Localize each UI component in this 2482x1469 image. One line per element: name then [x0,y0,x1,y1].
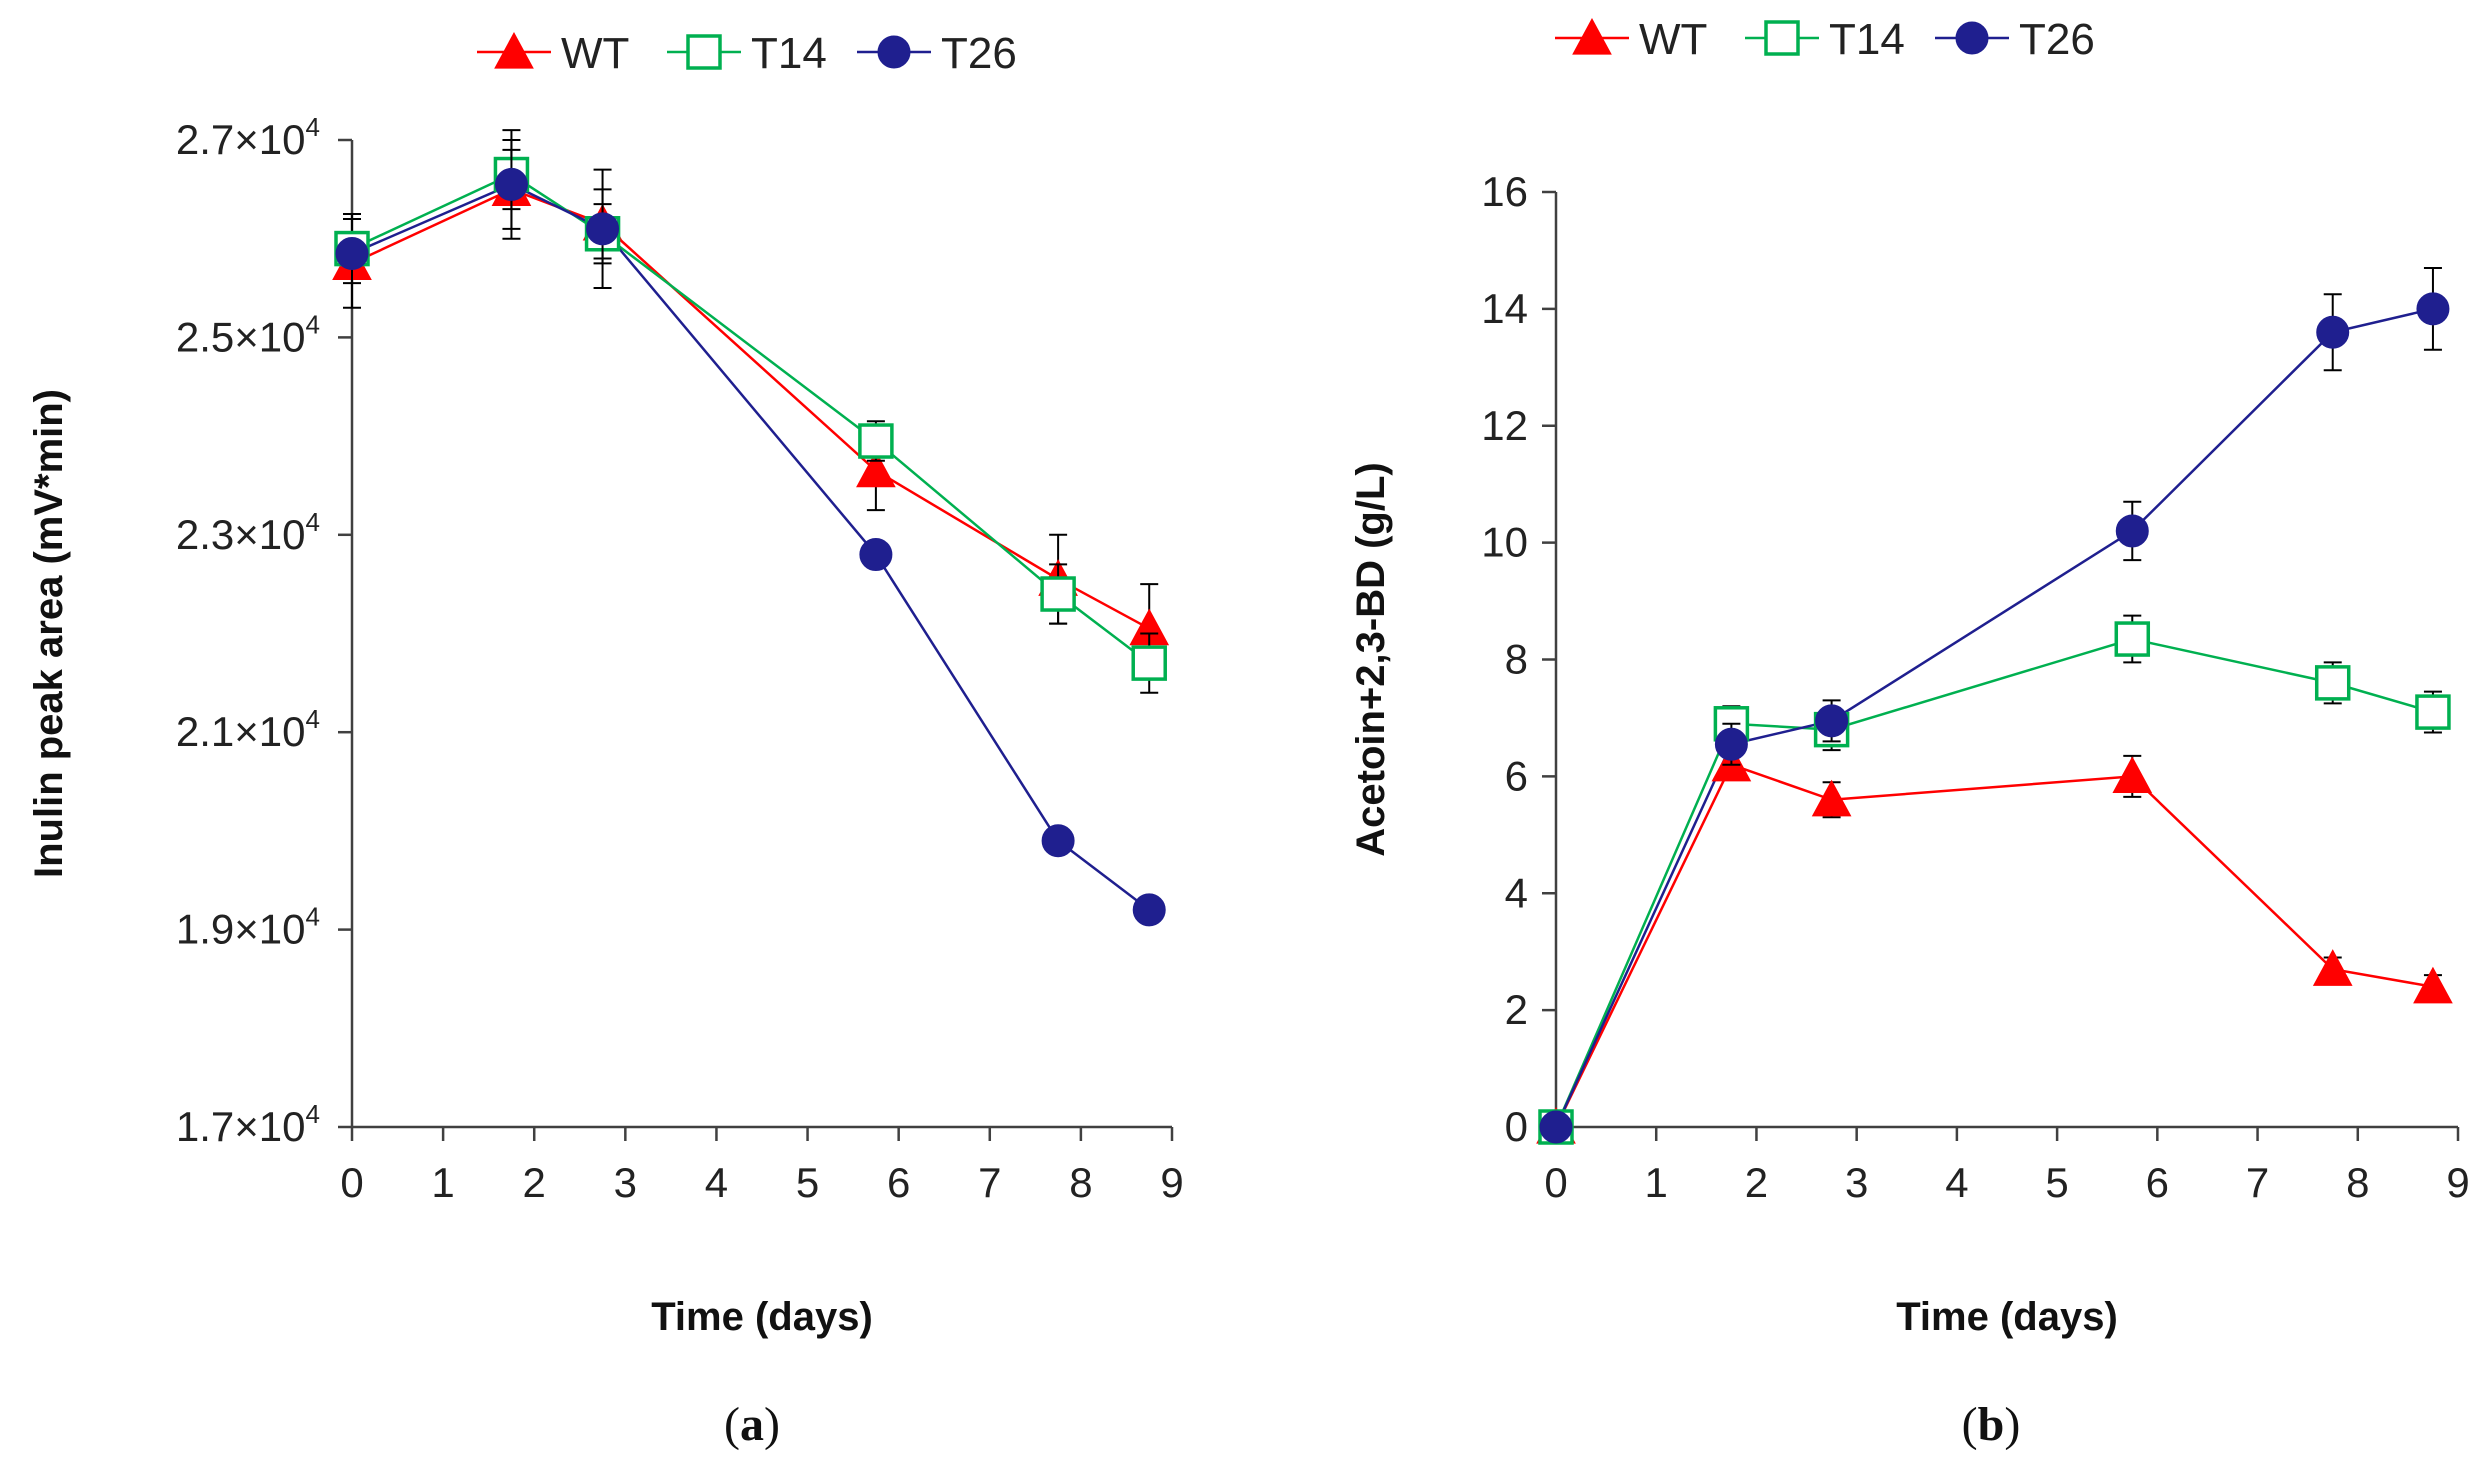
x-tick-label: 7 [978,1159,1001,1206]
data-point [1815,704,1849,738]
data-point [2112,756,2153,794]
legend-marker-wt [1572,17,1612,55]
series-t14 [351,173,1150,665]
series-t26 [351,183,1150,911]
series-t26 [1554,307,2434,1128]
series-t14 [1554,637,2434,1128]
data-point [2115,514,2149,548]
panel-label: (b) [1962,1398,2021,1451]
data-point [856,450,896,488]
data-point [2312,949,2353,986]
x-tick-label: 9 [1160,1159,1183,1206]
legend-label: T26 [2019,15,2095,64]
x-tick-label: 8 [1069,1159,1092,1206]
data-point [2413,966,2453,1004]
data-point [1714,727,1748,761]
y-tick-label: 12 [1481,402,1528,449]
y-tick-label: 1.7×104 [176,1099,320,1150]
legend: WT T14 T26 [477,29,1017,78]
series-wt-marks [1536,744,2453,1144]
x-tick-label: 5 [2045,1159,2068,1206]
y-tick-label: 2.7×104 [176,112,320,163]
data-point [2314,665,2351,701]
x-axis-title: Time (days) [651,1295,873,1339]
data-point [586,212,620,246]
data-point [494,167,528,201]
data-point [2316,315,2350,349]
y-tick-label: 2.1×104 [176,704,320,755]
x-axis-title: Time (days) [1896,1295,2118,1339]
data-point [1040,576,1076,612]
y-tick-label: 16 [1481,168,1528,215]
x-tick-label: 7 [2246,1159,2269,1206]
legend-label: WT [1639,15,1707,64]
x-tick-label: 8 [2346,1159,2369,1206]
chart-panel-a: 1.7×104 1.9×104 2.1×104 2.3×104 2.5×104 2.7×1… [27,29,1184,1451]
x-tick-label: 1 [1645,1159,1668,1206]
x-tick-label: 0 [1544,1159,1567,1206]
y-tick-label: 0 [1505,1103,1528,1150]
data-point [1131,645,1167,681]
legend-marker-t26 [1955,21,1989,55]
x-tick-label: 3 [1845,1159,1868,1206]
legend-label: T26 [941,29,1017,78]
legend-label: T14 [751,29,827,78]
series-t26-marks [1539,266,2450,1144]
series-line [1554,637,2434,1128]
data-point [1811,779,1852,817]
series-line [351,183,1150,911]
data-point [1132,893,1166,927]
y-tick-label: 8 [1505,636,1528,683]
data-point [858,423,894,459]
y-axis-title: Acetoin+2,3-BD (g/L) [1349,462,1393,856]
series-line [1554,763,2434,1128]
data-point [335,237,369,271]
data-point [859,538,893,572]
data-point [2416,292,2450,326]
y-tick-label: 2.5×104 [176,309,320,360]
legend-label: WT [561,29,629,78]
x-tick-label: 2 [1745,1159,1768,1206]
legend-label: T14 [1829,15,1905,64]
data-point [1539,1110,1573,1144]
x-tick-label: 4 [1945,1159,1968,1206]
y-axis-title: Inulin peak area (mV*min) [27,389,71,878]
x-tick-label: 6 [887,1159,910,1206]
x-tick-label: 1 [431,1159,454,1206]
data-point [1041,824,1075,858]
series-line [1554,307,2434,1128]
y-tick-label: 10 [1481,519,1528,566]
series-wt [1554,763,2434,1128]
x-tick-label: 2 [523,1159,546,1206]
series-wt [351,187,1150,630]
series-t26-marks [335,129,1166,927]
legend-marker-t26 [877,35,911,69]
series-line [351,187,1150,630]
y-tick-label: 4 [1505,869,1528,916]
legend: WT T14 T26 [1555,15,2095,64]
y-tick-label: 14 [1481,285,1528,332]
y-tick-label: 1.9×104 [176,902,320,953]
y-tick-label: 6 [1505,752,1528,799]
x-tick-label: 6 [2146,1159,2169,1206]
data-point [2415,694,2451,730]
legend-marker-wt [494,31,534,69]
y-tick-label: 2 [1505,986,1528,1033]
data-point [2114,621,2151,657]
x-tick-label: 3 [614,1159,637,1206]
x-tick-label: 9 [2446,1159,2469,1206]
x-tick-label: 5 [796,1159,819,1206]
series-t14-marks [334,139,1167,694]
legend-marker-t14 [1764,20,1800,56]
x-tick-label: 0 [340,1159,363,1206]
x-tick-label: 4 [705,1159,728,1206]
y-tick-label: 2.3×104 [176,507,320,558]
legend-marker-t14 [686,34,722,70]
panel-label: (a) [724,1398,780,1451]
series-line [351,173,1150,665]
